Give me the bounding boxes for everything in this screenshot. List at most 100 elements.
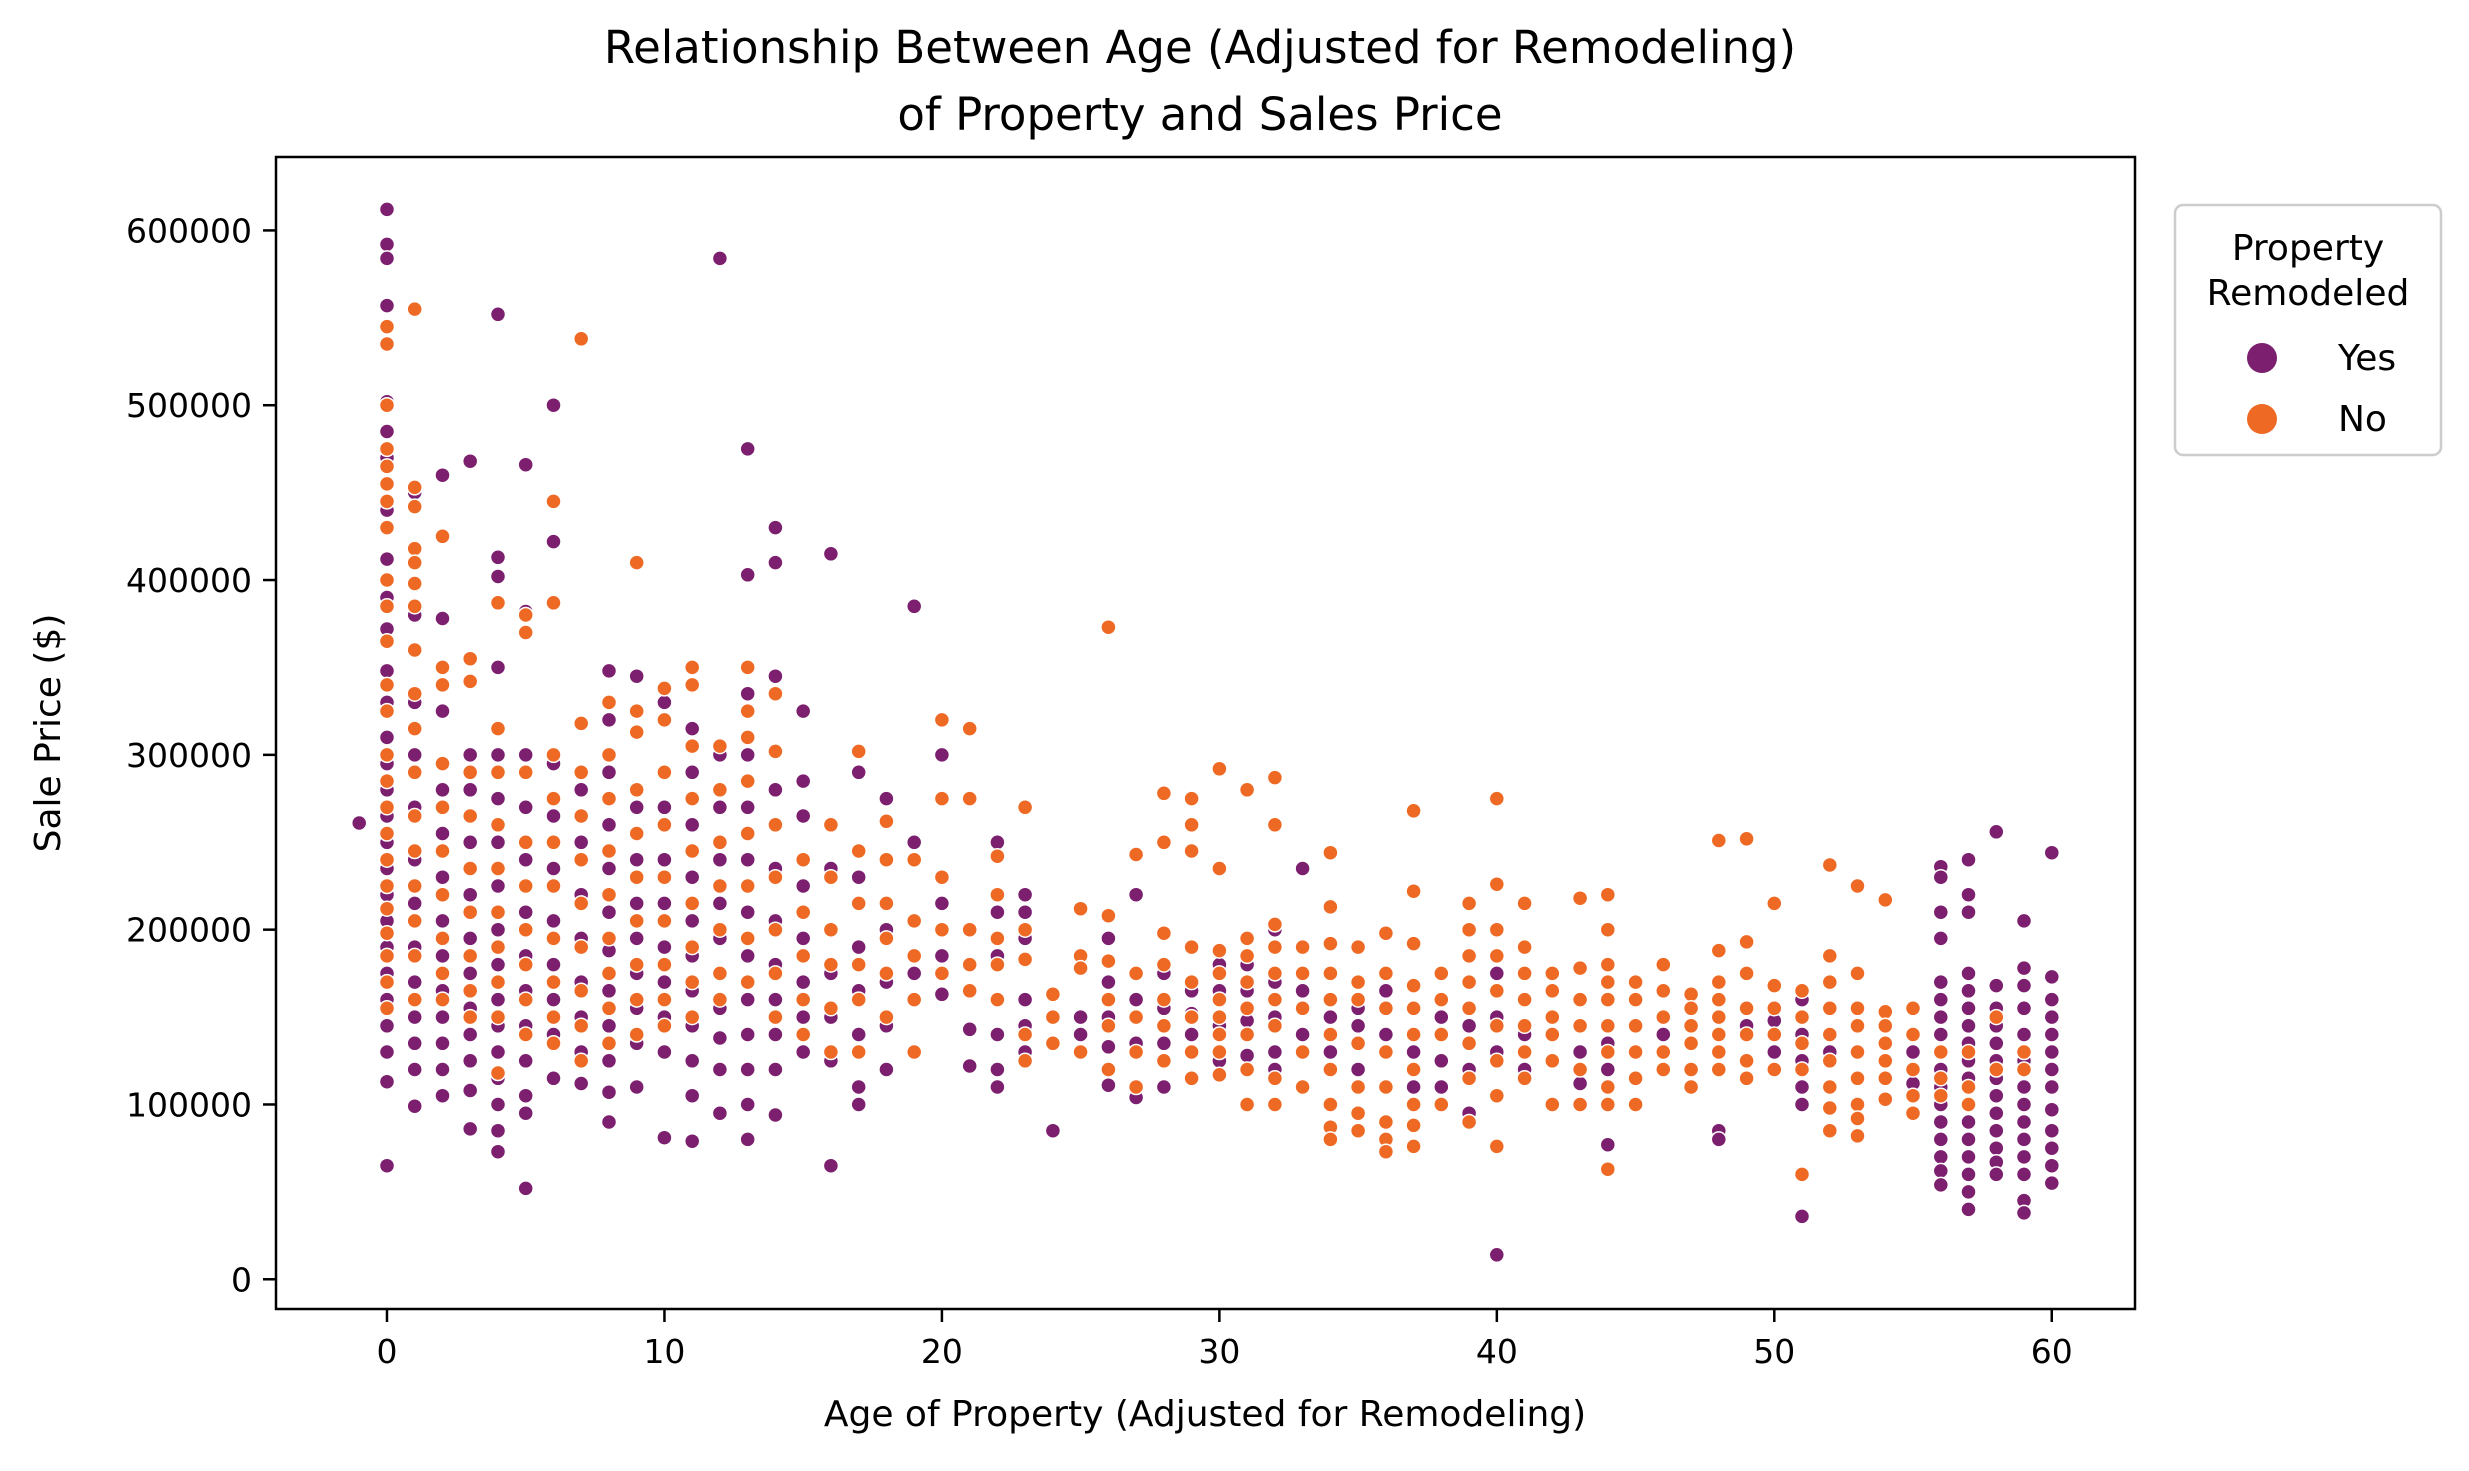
data-point-no bbox=[1127, 965, 1145, 982]
data-point-no bbox=[1349, 1078, 1367, 1096]
data-point-no bbox=[1655, 982, 1672, 1000]
data-point-yes bbox=[933, 947, 951, 965]
data-point-no bbox=[1766, 977, 1783, 994]
data-point-yes bbox=[2015, 1096, 2033, 1113]
data-point-no bbox=[1127, 1043, 1145, 1061]
x-tick-label: 0 bbox=[376, 1332, 397, 1371]
data-point-no bbox=[711, 877, 729, 895]
data-point-no bbox=[1599, 1017, 1617, 1035]
data-point-no bbox=[406, 991, 423, 1008]
data-point-no bbox=[545, 973, 562, 991]
data-point-no bbox=[933, 868, 951, 886]
data-point-no bbox=[767, 816, 784, 834]
data-point-no bbox=[517, 921, 534, 938]
data-point-yes bbox=[628, 895, 645, 912]
data-point-no bbox=[1377, 924, 1395, 942]
data-point-yes bbox=[461, 1120, 479, 1138]
data-point-yes bbox=[1238, 1047, 1256, 1064]
data-point-no bbox=[572, 1052, 590, 1070]
data-point-no bbox=[378, 825, 396, 842]
data-point-no bbox=[656, 816, 673, 834]
data-point-yes bbox=[489, 790, 507, 807]
data-point-no bbox=[683, 676, 701, 694]
data-point-no bbox=[1960, 1096, 1977, 1113]
data-point-no bbox=[1849, 1110, 1866, 1127]
data-point-no bbox=[656, 956, 673, 973]
data-point-no bbox=[1322, 1061, 1339, 1078]
data-point-yes bbox=[683, 1132, 701, 1150]
data-point-no bbox=[378, 1000, 396, 1017]
data-point-no bbox=[1766, 1000, 1783, 1017]
data-point-no bbox=[1155, 924, 1173, 942]
data-point-yes bbox=[1433, 1078, 1450, 1096]
data-point-no bbox=[850, 842, 867, 860]
data-point-no bbox=[1460, 1113, 1478, 1131]
data-point-yes bbox=[989, 1061, 1006, 1078]
data-point-yes bbox=[1988, 1166, 2005, 1183]
data-point-no bbox=[572, 1017, 590, 1035]
data-point-yes bbox=[1932, 1026, 1950, 1043]
data-point-yes bbox=[1793, 1078, 1811, 1096]
data-point-yes bbox=[1932, 1008, 1950, 1026]
data-point-yes bbox=[2015, 977, 2033, 994]
data-point-no bbox=[711, 737, 729, 755]
data-point-no bbox=[1849, 1043, 1866, 1061]
data-point-no bbox=[1155, 1017, 1173, 1035]
data-point-yes bbox=[905, 598, 923, 615]
data-point-yes bbox=[1571, 1075, 1589, 1092]
data-point-no bbox=[378, 851, 396, 868]
data-point-no bbox=[1294, 1043, 1311, 1061]
data-point-yes bbox=[1988, 823, 2005, 841]
data-point-yes bbox=[683, 1087, 701, 1104]
data-point-yes bbox=[1322, 1043, 1339, 1061]
data-point-no bbox=[1266, 965, 1284, 982]
x-tick-label: 60 bbox=[2031, 1332, 2073, 1371]
data-point-no bbox=[545, 790, 562, 807]
data-point-yes bbox=[434, 947, 451, 965]
data-point-no bbox=[434, 799, 451, 816]
data-point-no bbox=[1322, 965, 1339, 982]
data-point-no bbox=[628, 723, 645, 741]
data-point-no bbox=[1877, 1090, 1894, 1108]
data-point-no bbox=[961, 720, 978, 737]
data-point-yes bbox=[2015, 959, 2033, 977]
data-point-no bbox=[517, 991, 534, 1008]
data-point-no bbox=[1516, 1070, 1533, 1087]
data-point-no bbox=[711, 991, 729, 1008]
data-point-yes bbox=[628, 799, 645, 816]
data-point-no bbox=[434, 965, 451, 982]
data-point-no bbox=[461, 1008, 479, 1026]
data-point-yes bbox=[489, 921, 507, 938]
data-point-no bbox=[1627, 1096, 1644, 1113]
data-point-yes bbox=[1377, 1026, 1395, 1043]
data-point-no bbox=[1460, 921, 1478, 938]
data-point-no bbox=[1322, 991, 1339, 1008]
data-point-yes bbox=[711, 895, 729, 912]
data-point-no bbox=[767, 685, 784, 702]
data-point-no bbox=[1544, 1008, 1561, 1026]
data-point-yes bbox=[545, 533, 562, 550]
data-point-yes bbox=[1294, 1026, 1311, 1043]
data-point-yes bbox=[1349, 1061, 1367, 1078]
data-point-no bbox=[1821, 1122, 1839, 1139]
data-point-no bbox=[1322, 898, 1339, 916]
data-point-no bbox=[489, 973, 507, 991]
data-point-no bbox=[1710, 973, 1728, 991]
data-point-no bbox=[1793, 1061, 1811, 1078]
data-point-yes bbox=[878, 790, 895, 807]
data-point-no bbox=[1460, 895, 1478, 912]
data-point-yes bbox=[1988, 977, 2005, 994]
data-point-yes bbox=[600, 982, 618, 1000]
data-point-no bbox=[1988, 1008, 2005, 1026]
data-point-yes bbox=[767, 667, 784, 685]
data-point-no bbox=[545, 834, 562, 851]
data-point-no bbox=[1599, 1160, 1617, 1178]
data-point-no bbox=[1821, 1026, 1839, 1043]
data-point-no bbox=[461, 982, 479, 1000]
data-point-yes bbox=[406, 1097, 423, 1115]
data-point-no bbox=[1266, 916, 1284, 933]
data-point-yes bbox=[628, 930, 645, 947]
data-point-yes bbox=[572, 781, 590, 799]
data-point-no bbox=[1183, 842, 1200, 860]
data-point-no bbox=[489, 1008, 507, 1026]
